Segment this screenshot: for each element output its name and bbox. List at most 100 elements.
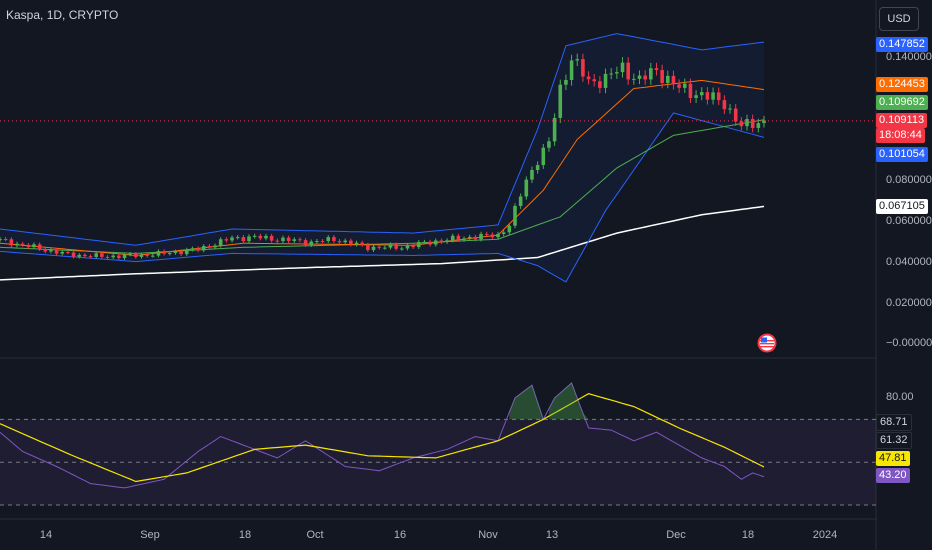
candle-body bbox=[558, 84, 563, 118]
candle-body bbox=[134, 253, 138, 257]
candle-body bbox=[575, 59, 580, 61]
candle-body bbox=[632, 78, 636, 80]
candle-body bbox=[592, 79, 597, 82]
ema-tag: 0.124453 bbox=[876, 77, 928, 92]
candle-body bbox=[179, 251, 183, 255]
candle-body bbox=[439, 240, 444, 242]
upper-band-tag: 0.147852 bbox=[876, 37, 928, 52]
candle-body bbox=[699, 92, 704, 96]
candle-body bbox=[654, 68, 659, 71]
time-label-oct: Oct bbox=[306, 529, 324, 541]
candle-body bbox=[117, 255, 121, 259]
candle-body bbox=[660, 70, 664, 83]
us-flag-icon[interactable] bbox=[757, 333, 777, 353]
candle-body bbox=[728, 108, 732, 110]
candle-body bbox=[269, 235, 274, 241]
candle-body bbox=[513, 205, 517, 226]
candle-body bbox=[201, 246, 206, 251]
bollinger-upper-line bbox=[0, 33, 765, 246]
candle-body bbox=[433, 240, 438, 245]
candle-body bbox=[241, 237, 246, 242]
candle-body bbox=[756, 123, 761, 128]
candle-body bbox=[501, 232, 506, 234]
candle-body bbox=[292, 239, 297, 241]
candle-body bbox=[258, 235, 263, 239]
candle-body bbox=[643, 75, 647, 80]
candle-body bbox=[450, 235, 455, 241]
candle-body bbox=[371, 246, 376, 251]
candle-body bbox=[479, 233, 483, 240]
candle-body bbox=[309, 241, 314, 246]
candle-body bbox=[462, 238, 466, 240]
candle-body bbox=[665, 75, 670, 83]
candle-body bbox=[20, 243, 25, 245]
candle-body bbox=[496, 233, 500, 238]
ma-green-line bbox=[0, 119, 765, 254]
candle-body bbox=[139, 254, 144, 257]
candle-body bbox=[581, 59, 585, 77]
candle-body bbox=[490, 234, 495, 238]
candle-body bbox=[3, 238, 8, 240]
candle-body bbox=[326, 237, 331, 242]
candle-body bbox=[49, 250, 53, 252]
price-tick-0.14: 0.140000 bbox=[886, 51, 932, 63]
candle-body bbox=[586, 76, 591, 80]
candle-body bbox=[15, 243, 19, 246]
candle-body bbox=[320, 241, 325, 243]
candle-body bbox=[298, 239, 302, 241]
candle-body bbox=[105, 256, 110, 258]
candle-body bbox=[207, 246, 212, 248]
candle-body bbox=[94, 253, 99, 257]
candle-body bbox=[541, 147, 546, 166]
bollinger-lower-line bbox=[0, 112, 765, 283]
candle-body bbox=[547, 141, 551, 148]
candle-body bbox=[428, 241, 432, 245]
rsi-upper-tag: 68.71 bbox=[876, 414, 912, 431]
candle-body bbox=[445, 240, 449, 242]
candle-body bbox=[71, 252, 76, 257]
rsi-ma-line bbox=[0, 393, 765, 483]
candle-body bbox=[0, 238, 2, 241]
candle-body bbox=[88, 256, 93, 258]
candle-body bbox=[43, 249, 48, 252]
candle-body bbox=[649, 68, 653, 80]
candle-body bbox=[230, 237, 234, 241]
price-tick-0.06: 0.060000 bbox=[886, 215, 932, 227]
candle-body bbox=[281, 237, 285, 242]
candle-body bbox=[9, 239, 14, 246]
candle-body bbox=[620, 62, 625, 73]
time-label-sep: Sep bbox=[140, 529, 160, 541]
candle-body bbox=[190, 248, 195, 250]
candle-body bbox=[162, 251, 166, 254]
time-label-dec: Dec bbox=[666, 529, 686, 541]
candle-body bbox=[100, 253, 104, 257]
candle-body bbox=[128, 253, 132, 255]
rsi-61-tag: 61.32 bbox=[876, 432, 912, 449]
candle-body bbox=[722, 100, 727, 110]
candle-body bbox=[122, 254, 127, 259]
candle-body bbox=[286, 237, 291, 241]
candle-body bbox=[32, 244, 36, 248]
currency-button[interactable]: USD bbox=[879, 7, 919, 31]
candle-body bbox=[388, 244, 393, 248]
candle-body bbox=[609, 73, 613, 75]
candle-body bbox=[507, 225, 512, 233]
candle-body bbox=[745, 119, 749, 127]
candle-body bbox=[467, 236, 472, 239]
price-tick-0.04: 0.040000 bbox=[886, 256, 932, 268]
candle-body bbox=[750, 119, 755, 128]
candle-body bbox=[37, 244, 42, 250]
candle-body bbox=[598, 81, 602, 88]
candle-body bbox=[83, 254, 87, 257]
candle-body bbox=[145, 254, 149, 256]
candle-body bbox=[275, 240, 280, 242]
candle-body bbox=[530, 170, 534, 180]
candle-body bbox=[247, 236, 251, 242]
ma-white-tag: 0.067105 bbox=[876, 199, 928, 214]
candle-body bbox=[603, 73, 608, 88]
candle-body bbox=[360, 242, 364, 245]
candle-body bbox=[405, 245, 410, 249]
candle-body bbox=[473, 236, 478, 240]
